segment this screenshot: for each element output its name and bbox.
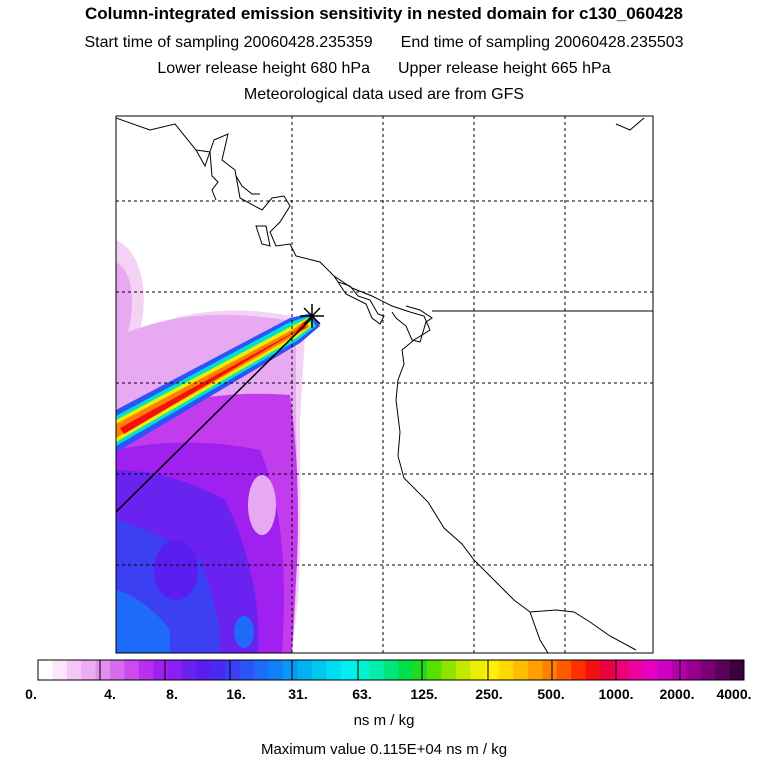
color-scale-cell: [225, 660, 241, 680]
units-label: ns m / kg: [353, 712, 415, 729]
color-scale-cell: [38, 660, 53, 680]
color-scale-cell: [383, 660, 399, 680]
color-scale-cell: [556, 660, 572, 680]
color-scale-cell: [254, 660, 270, 680]
color-scale-cell: [66, 660, 82, 680]
color-scale-cell: [182, 660, 197, 680]
tick-label: 8.: [166, 686, 178, 702]
tick-label: 500.: [537, 686, 565, 702]
color-scale-cell: [657, 660, 673, 680]
color-scale-cell: [715, 660, 731, 680]
color-scale-cell: [167, 660, 183, 680]
tick-label: 63.: [352, 686, 372, 702]
color-scale-cell: [412, 660, 428, 680]
color-scale-cell: [427, 660, 442, 680]
color-scale-cell: [369, 660, 385, 680]
map-title: Column-integrated emission sensitivity i…: [84, 4, 684, 23]
tick-label: 250.: [475, 686, 503, 702]
color-scale-cell: [729, 660, 745, 680]
tick-label: 125.: [410, 686, 438, 702]
color-scale-cell: [542, 660, 558, 680]
release-height-line: Lower release height 680 hPa Upper releas…: [0, 60, 768, 78]
coastline: [116, 117, 653, 653]
color-scale-cell: [614, 660, 630, 680]
color-scale-cell: [153, 660, 169, 680]
color-scale-cell: [643, 660, 659, 680]
color-scale-cell: [110, 660, 125, 680]
color-scale-cell: [513, 660, 529, 680]
color-scale-cell: [138, 660, 154, 680]
start-time-label: Start time of sampling 20060428.235359: [84, 34, 373, 51]
color-scale-cell: [124, 660, 140, 680]
color-scale-cell: [95, 660, 111, 680]
color-scale-cell: [297, 660, 313, 680]
color-scale-cell: [210, 660, 226, 680]
color-scale-cell: [686, 660, 702, 680]
color-scale-cell: [571, 660, 587, 680]
sensitivity-field: [116, 240, 320, 653]
color-scale-bar: [37, 659, 745, 681]
color-scale-cell: [599, 660, 615, 680]
sampling-time-line: Start time of sampling 20060428.235359 En…: [0, 34, 768, 52]
tick-label: 4000.: [716, 686, 752, 702]
color-scale-cell: [196, 660, 212, 680]
color-scale-cell: [239, 660, 255, 680]
tick-label: 2000.: [659, 686, 695, 702]
trajectory-line: [115, 317, 313, 513]
color-scale-cell: [628, 660, 644, 680]
tick-label: 16.: [226, 686, 246, 702]
color-scale-cell: [585, 660, 601, 680]
color-scale-cell: [700, 660, 716, 680]
tick-label: 1000.: [598, 686, 634, 702]
color-scale-cell: [484, 660, 500, 680]
lower-release-label: Lower release height 680 hPa: [157, 60, 370, 77]
color-scale-cell: [398, 660, 414, 680]
color-scale-frame: [37, 659, 745, 681]
end-time-label: End time of sampling 20060428.235503: [400, 34, 684, 51]
map-frame: [115, 115, 654, 654]
color-scale-cell: [354, 660, 370, 680]
color-scale-cell: [52, 660, 68, 680]
color-scale-cell: [470, 660, 486, 680]
tick-label: 4.: [104, 686, 116, 702]
tick-label: 31.: [288, 686, 308, 702]
color-scale-cell: [311, 660, 327, 680]
color-scale-cell: [441, 660, 457, 680]
color-scale-cell: [81, 660, 97, 680]
color-scale-cell: [326, 660, 342, 680]
color-scale-cell: [527, 660, 543, 680]
color-scale-cell: [282, 660, 298, 680]
color-scale-cell: [671, 660, 687, 680]
color-scale-cell: [340, 660, 356, 680]
tick-label: 0.: [25, 686, 37, 702]
color-scale-cell: [268, 660, 284, 680]
upper-release-label: Upper release height 665 hPa: [398, 60, 611, 77]
color-scale-cell: [455, 660, 471, 680]
release-point-marker: [300, 304, 324, 328]
color-scale-cell: [499, 660, 514, 680]
met-data-label: Meteorological data used are from GFS: [243, 86, 525, 103]
maximum-value-label: Maximum value 0.115E+04 ns m / kg: [260, 741, 508, 758]
